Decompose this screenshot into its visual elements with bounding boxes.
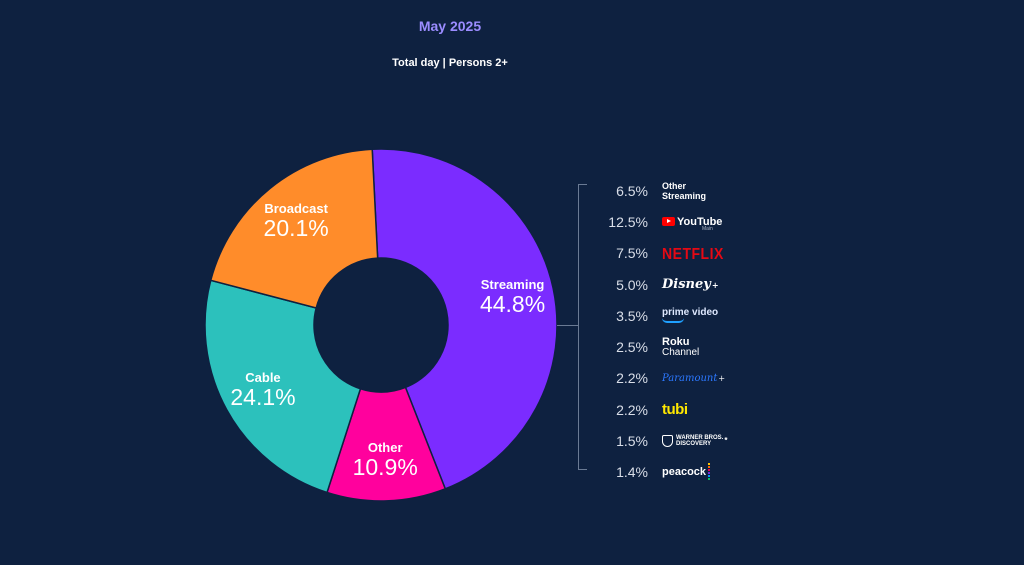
slice-label-other: Other 10.9%: [353, 440, 418, 480]
breakdown-value: 12.5%: [608, 213, 648, 230]
breakdown-value: 2.5%: [616, 339, 648, 356]
prime-video-wordmark: prime video: [662, 307, 719, 319]
slice-name: Streaming: [480, 276, 545, 292]
slice-broadcast: [209, 148, 379, 309]
breakdown-value: 1.5%: [616, 433, 648, 450]
breakdown-value: 5.0%: [616, 276, 648, 293]
breakdown-row-roku: 2.5% Roku Channel: [596, 331, 736, 362]
paramount-logo: Paramount +: [662, 373, 725, 384]
netflix-logo: NETFLIX: [662, 244, 724, 263]
peacock-dot: [708, 475, 711, 478]
peacock-wordmark: peacock: [662, 466, 707, 479]
breakdown-row-disney: 5.0% Disney +: [596, 269, 736, 300]
youtube-wordmark: YouTube: [677, 215, 723, 228]
disney-plus-mark: +: [711, 279, 719, 290]
breakdown-value: 3.5%: [616, 307, 648, 324]
peacock-dot: [708, 469, 711, 472]
peacock-dot: [708, 466, 711, 469]
breakdown-bracket: [578, 184, 587, 470]
breakdown-row-other-streaming: 6.5% Other Streaming: [596, 175, 736, 206]
slice-name: Other: [367, 439, 403, 455]
roku-wordmark: Roku: [662, 335, 690, 348]
youtube-sub-label: Main: [702, 226, 713, 233]
warner-bros-discovery-logo: WARNER BROS. DISCOVERY *: [662, 435, 728, 448]
chart-subtitle: Total day | Persons 2+: [392, 57, 508, 69]
breakdown-row-peacock: 1.4% peacock: [596, 457, 736, 488]
prime-smile-icon: [662, 318, 684, 324]
streaming-breakdown: 6.5% Other Streaming 12.5% YouTube Main 7…: [596, 175, 736, 488]
tubi-logo: tubi: [662, 401, 688, 419]
slice-cable: [204, 279, 362, 494]
breakdown-row-youtube: 12.5% YouTube Main: [596, 206, 736, 237]
breakdown-row-netflix: 7.5% NETFLIX: [596, 238, 736, 269]
wbd-line2: DISCOVERY: [676, 441, 712, 448]
youtube-logo: YouTube: [662, 216, 722, 228]
wbd-line1: WARNER BROS.: [676, 435, 724, 442]
peacock-dot: [708, 472, 711, 475]
wbd-mark: *: [724, 436, 728, 446]
slice-streaming: [371, 148, 558, 490]
slice-label-broadcast: Broadcast 20.1%: [264, 201, 329, 241]
peacock-logo: peacock: [662, 463, 711, 481]
paramount-wordmark: Paramount: [662, 372, 718, 384]
other-streaming-line2: Streaming: [662, 190, 707, 201]
other-streaming-label: Other Streaming: [662, 181, 706, 201]
slice-value: 10.9%: [352, 453, 418, 480]
prime-video-logo: prime video: [662, 307, 719, 324]
youtube-play-icon: [662, 217, 675, 227]
breakdown-value: 7.5%: [616, 245, 648, 262]
slice-name: Broadcast: [264, 200, 328, 216]
breakdown-value: 2.2%: [616, 370, 648, 387]
peacock-dot: [708, 478, 711, 481]
slice-value: 24.1%: [230, 383, 296, 410]
breakdown-row-prime-video: 3.5% prime video: [596, 300, 736, 331]
slice-label-streaming: Streaming 44.8%: [480, 277, 545, 317]
disney-logo: Disney +: [662, 277, 719, 292]
peacock-dots-icon: [708, 463, 711, 481]
disney-wordmark: Disney: [662, 277, 711, 293]
wb-shield-icon: [662, 435, 673, 448]
slice-value: 44.8%: [479, 290, 546, 317]
chart-title: May 2025: [418, 18, 482, 34]
breakdown-value: 6.5%: [616, 182, 648, 199]
slice-label-cable: Cable 24.1%: [230, 370, 295, 410]
slice-name: Cable: [245, 369, 281, 385]
slice-value: 20.1%: [263, 214, 329, 241]
breakdown-row-tubi: 2.2% tubi: [596, 394, 736, 425]
breakdown-row-paramount: 2.2% Paramount +: [596, 363, 736, 394]
breakdown-value: 2.2%: [616, 401, 648, 418]
roku-channel-logo: Roku Channel: [662, 335, 700, 358]
breakdown-value: 1.4%: [616, 464, 648, 481]
breakdown-connector: [557, 325, 578, 326]
paramount-plus-mark: +: [718, 373, 726, 383]
breakdown-row-wbd: 1.5% WARNER BROS. DISCOVERY *: [596, 425, 736, 456]
roku-channel-word: Channel: [662, 346, 700, 358]
other-streaming-line1: Other: [662, 180, 687, 191]
peacock-dot: [708, 463, 711, 466]
